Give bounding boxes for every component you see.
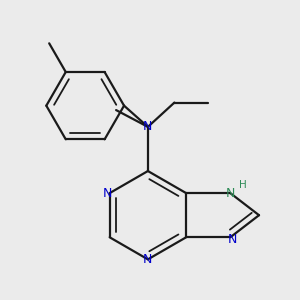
Text: N: N <box>143 120 153 134</box>
Text: N: N <box>103 187 112 200</box>
Text: N: N <box>226 187 235 200</box>
Text: N: N <box>143 253 153 266</box>
Text: N: N <box>228 233 237 246</box>
Text: H: H <box>239 180 247 190</box>
